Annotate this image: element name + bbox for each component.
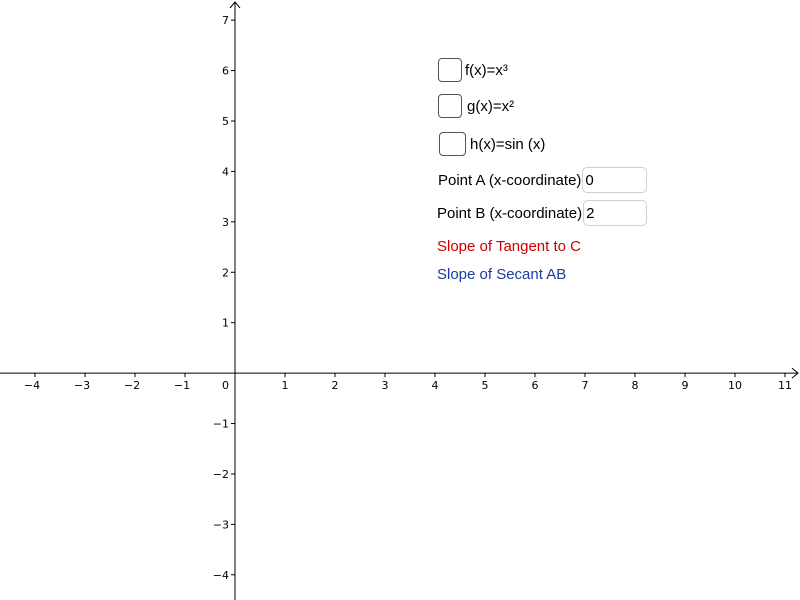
y-axis-arrow-icon bbox=[229, 1, 241, 9]
checkbox-h[interactable] bbox=[439, 132, 466, 156]
x-tick-label: −4 bbox=[24, 379, 40, 392]
x-tick-label: 8 bbox=[632, 379, 639, 392]
checkbox-h-label: h(x)=sin (x) bbox=[470, 135, 546, 153]
checkbox-f-label: f(x)=x³ bbox=[465, 61, 508, 79]
x-tick-label: −3 bbox=[74, 379, 90, 392]
x-tick-label: 9 bbox=[682, 379, 689, 392]
slope-secant-text: Slope of Secant AB bbox=[437, 266, 567, 283]
x-tick-label: 6 bbox=[532, 379, 539, 392]
slope-tangent-text: Slope of Tangent to C bbox=[437, 238, 581, 255]
y-tick-label: 1 bbox=[222, 317, 229, 330]
x-tick-label: 4 bbox=[432, 379, 439, 392]
y-tick-label: 6 bbox=[222, 65, 229, 78]
origin-label: 0 bbox=[222, 379, 229, 392]
point-b-label: Point B (x-coordinate) bbox=[437, 204, 583, 222]
x-tick-label: 2 bbox=[332, 379, 339, 392]
x-tick-label: 3 bbox=[382, 379, 389, 392]
x-tick-label: −2 bbox=[124, 379, 140, 392]
point-a-label: Point A (x-coordinate) bbox=[438, 171, 582, 189]
checkbox-g[interactable] bbox=[438, 94, 462, 118]
checkbox-row-g[interactable]: g(x)=x² bbox=[438, 92, 514, 120]
y-tick-label: −4 bbox=[213, 569, 229, 582]
point-b-row: Point B (x-coordinate) bbox=[437, 199, 648, 227]
checkbox-f[interactable] bbox=[438, 58, 462, 82]
axis-ticks: −4 −3 −2 −1 1 2 3 4 5 6 7 8 9 10 11 −4 −3 −2 −1 1 2 3 4 5 6 7 bbox=[24, 14, 792, 582]
x-tick-label: 7 bbox=[582, 379, 589, 392]
x-tick-label: 5 bbox=[482, 379, 489, 392]
x-tick-label: 10 bbox=[728, 379, 742, 392]
x-tick-label: 1 bbox=[282, 379, 289, 392]
checkbox-row-h[interactable]: h(x)=sin (x) bbox=[439, 130, 545, 158]
y-tick-label: 2 bbox=[222, 266, 229, 279]
x-tick-label: 11 bbox=[778, 379, 792, 392]
checkbox-row-f[interactable]: f(x)=x³ bbox=[438, 56, 508, 84]
checkbox-g-label: g(x)=x² bbox=[467, 97, 515, 115]
y-tick-label: 4 bbox=[222, 165, 229, 178]
y-tick-label: 7 bbox=[222, 14, 229, 27]
x-axis-arrow-icon bbox=[791, 367, 799, 379]
y-tick-label: −3 bbox=[213, 518, 229, 531]
y-tick-label: −1 bbox=[213, 418, 229, 431]
point-a-input[interactable] bbox=[582, 167, 648, 193]
x-tick-label: −1 bbox=[174, 379, 190, 392]
y-tick-label: −2 bbox=[213, 468, 229, 481]
y-tick-label: 5 bbox=[222, 115, 229, 128]
y-tick-label: 3 bbox=[222, 216, 229, 229]
point-b-input[interactable] bbox=[583, 200, 648, 226]
point-a-row: Point A (x-coordinate) bbox=[438, 166, 648, 194]
